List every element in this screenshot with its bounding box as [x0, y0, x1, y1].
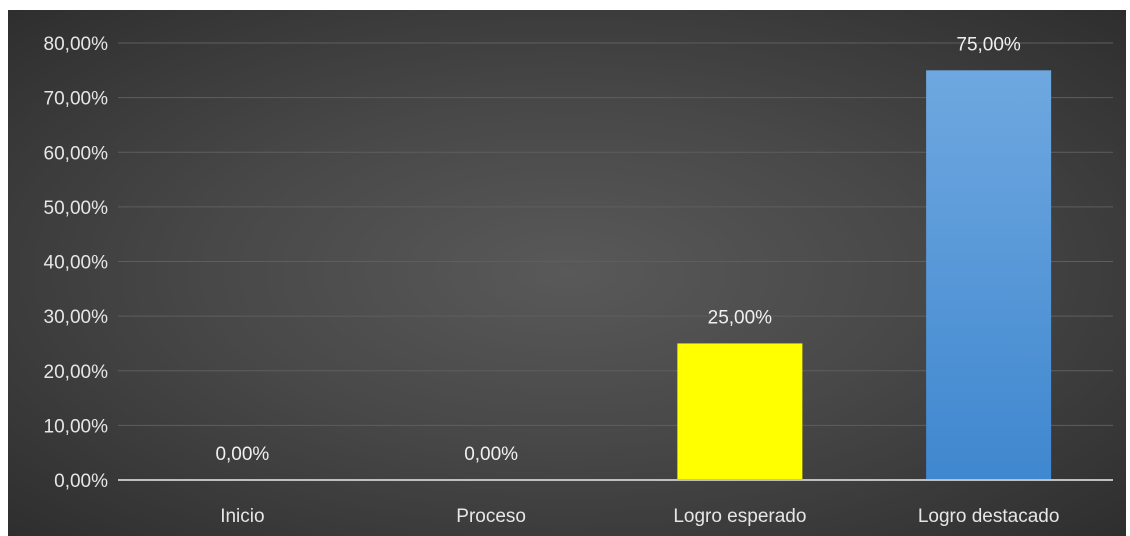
x-tick-label: Inicio — [220, 506, 264, 527]
data-label: 0,00% — [215, 444, 269, 465]
y-tick-label: 70,00% — [44, 89, 109, 110]
bars — [677, 70, 1052, 480]
y-tick-label: 50,00% — [44, 198, 109, 219]
x-tick-label: Proceso — [456, 506, 526, 527]
data-label: 75,00% — [956, 34, 1021, 55]
data-label: 0,00% — [464, 444, 518, 465]
bar-chart: 0,00% 10,00% 20,00% 30,00% 40,00% 50,00% 60,00… — [44, 34, 1113, 527]
y-tick-label: 20,00% — [44, 362, 109, 383]
data-label: 25,00% — [708, 307, 773, 328]
gridlines — [118, 42, 1113, 426]
data-labels: 0,00% 0,00% 25,00% 75,00% — [215, 34, 1021, 465]
x-tick-label: Logro esperado — [673, 506, 806, 527]
y-axis: 0,00% 10,00% 20,00% 30,00% 40,00% 50,00% 60,00… — [44, 34, 109, 492]
x-axis: Inicio Proceso Logro esperado Logro destaca… — [118, 479, 1113, 527]
y-tick-label: 30,00% — [44, 307, 109, 328]
x-tick-label: Logro destacado — [918, 506, 1060, 527]
chart-area: 0,00% 10,00% 20,00% 30,00% 40,00% 50,00% 60,00… — [8, 10, 1126, 536]
bar-logro-esperado — [677, 343, 803, 480]
y-tick-label: 80,00% — [44, 34, 109, 55]
y-tick-label: 40,00% — [44, 253, 109, 274]
y-tick-label: 60,00% — [44, 143, 109, 164]
bar-logro-destacado — [926, 70, 1052, 480]
y-tick-label: 0,00% — [54, 471, 108, 492]
y-tick-label: 10,00% — [44, 416, 109, 437]
